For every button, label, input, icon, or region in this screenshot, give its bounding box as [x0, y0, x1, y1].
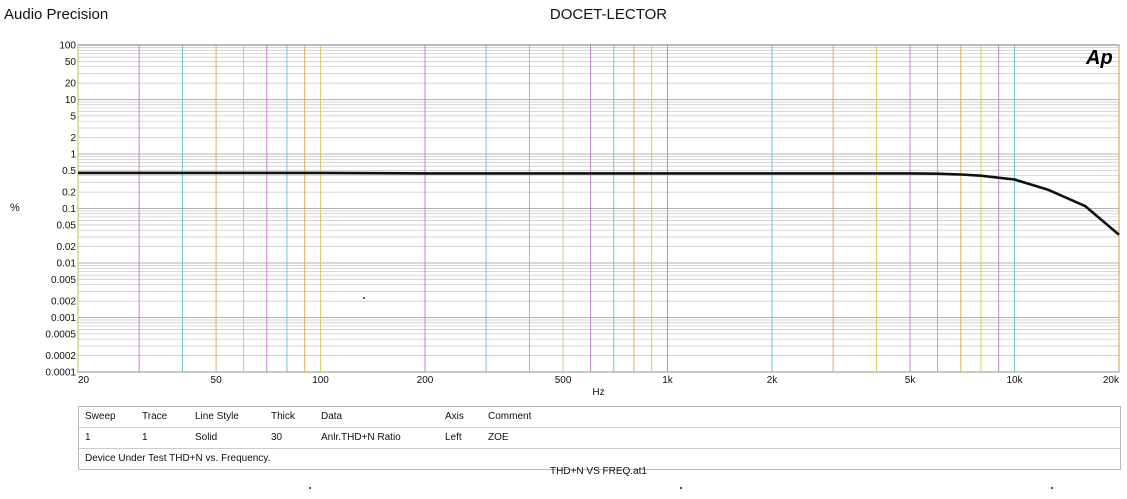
- y-tick-label: 0.1: [62, 204, 76, 215]
- x-tick-label: 50: [211, 375, 223, 386]
- legend-description-row: Device Under Test THD+N vs. Frequency.: [79, 449, 1120, 469]
- y-tick-label: 20: [65, 79, 77, 90]
- legend-row: 1 1 Solid 30 Anlr.THD+N Ratio Left ZOE: [79, 428, 1120, 449]
- legend-cell-axis: Left: [445, 432, 462, 443]
- legend-cell-thick: 30: [271, 432, 283, 443]
- legend-header-trace: Trace: [142, 411, 168, 422]
- x-tick-label: 5k: [905, 375, 917, 386]
- legend-header-comment: Comment: [488, 411, 532, 422]
- y-tick-label: 0.5: [62, 166, 76, 177]
- x-tick-label: 200: [417, 375, 434, 386]
- x-tick-label: 1k: [662, 375, 674, 386]
- y-tick-label: 0.002: [51, 297, 76, 308]
- x-tick-label: 20: [78, 375, 90, 386]
- legend-cell-data: Anlr.THD+N Ratio: [321, 432, 401, 443]
- y-tick-label: 2: [70, 133, 76, 144]
- x-axis-label: Hz: [592, 387, 605, 398]
- x-tick-label: 20k: [1103, 375, 1120, 386]
- legend-header-axis: Axis: [445, 411, 464, 422]
- legend-header-sweep: Sweep: [85, 411, 116, 422]
- legend-header-line-style: Line Style: [195, 411, 239, 422]
- legend-header-thick: Thick: [271, 411, 295, 422]
- chart-title: DOCET-LECTOR: [549, 6, 668, 23]
- y-tick-label: 0.001: [51, 313, 76, 324]
- x-tick-label: 500: [555, 375, 572, 386]
- scan-speck: [680, 487, 682, 489]
- x-tick-label: 2k: [767, 375, 779, 386]
- y-axis-label: %: [10, 202, 20, 214]
- y-tick-label: 1: [70, 150, 76, 161]
- legend-cell-trace: 1: [142, 432, 148, 443]
- legend-cell-sweep: 1: [85, 432, 91, 443]
- file-name: THD+N VS FREQ.at1: [550, 466, 647, 477]
- y-tick-label: 5: [70, 111, 76, 122]
- legend-cell-line-style: Solid: [195, 432, 218, 443]
- y-tick-labels: 100 50 20 10 5 2 1 0.5 0.2 0.1 0.05 0.02 0.01 0.005 0.…: [45, 41, 76, 379]
- y-tick-label: 0.005: [51, 275, 76, 286]
- x-tick-label: 10k: [1006, 375, 1023, 386]
- x-tick-label: 100: [312, 375, 329, 386]
- y-tick-label: 0.0002: [45, 351, 76, 362]
- thd-frequency-chart: 100 50 20 10 5 2 1 0.5 0.2 0.1 0.05 0.02 0.01 0.005 0.…: [45, 41, 1120, 387]
- legend-header-row: Sweep Trace Line Style Thick Data Axis C…: [79, 407, 1120, 428]
- plot-area: [78, 171, 1120, 236]
- scan-speck: [1051, 487, 1053, 489]
- thd-trace-line: [78, 171, 1120, 236]
- chart-grid: [77, 44, 1120, 373]
- legend-description: Device Under Test THD+N vs. Frequency.: [85, 453, 271, 464]
- y-tick-label: 10: [65, 95, 77, 106]
- y-tick-label: 0.01: [57, 259, 77, 270]
- y-tick-label: 0.02: [57, 242, 77, 253]
- legend-cell-comment: ZOE: [488, 432, 509, 443]
- trace-legend-table: Sweep Trace Line Style Thick Data Axis C…: [78, 406, 1121, 470]
- y-tick-label: 50: [65, 57, 77, 68]
- ap-logo-icon: Ap: [1085, 47, 1113, 69]
- y-tick-label: 0.0005: [45, 329, 76, 340]
- x-tick-labels: 20 50 100 200 500 1k 2k 5k 10k 20k: [78, 375, 1120, 386]
- scan-speck: [309, 487, 311, 489]
- y-tick-label: 0.05: [57, 220, 77, 231]
- legend-header-data: Data: [321, 411, 343, 422]
- y-tick-label: 100: [59, 41, 76, 52]
- y-tick-label: 0.0001: [45, 368, 76, 379]
- scan-speck: [363, 297, 365, 299]
- brand-label: Audio Precision: [4, 6, 109, 23]
- y-tick-label: 0.2: [62, 188, 76, 199]
